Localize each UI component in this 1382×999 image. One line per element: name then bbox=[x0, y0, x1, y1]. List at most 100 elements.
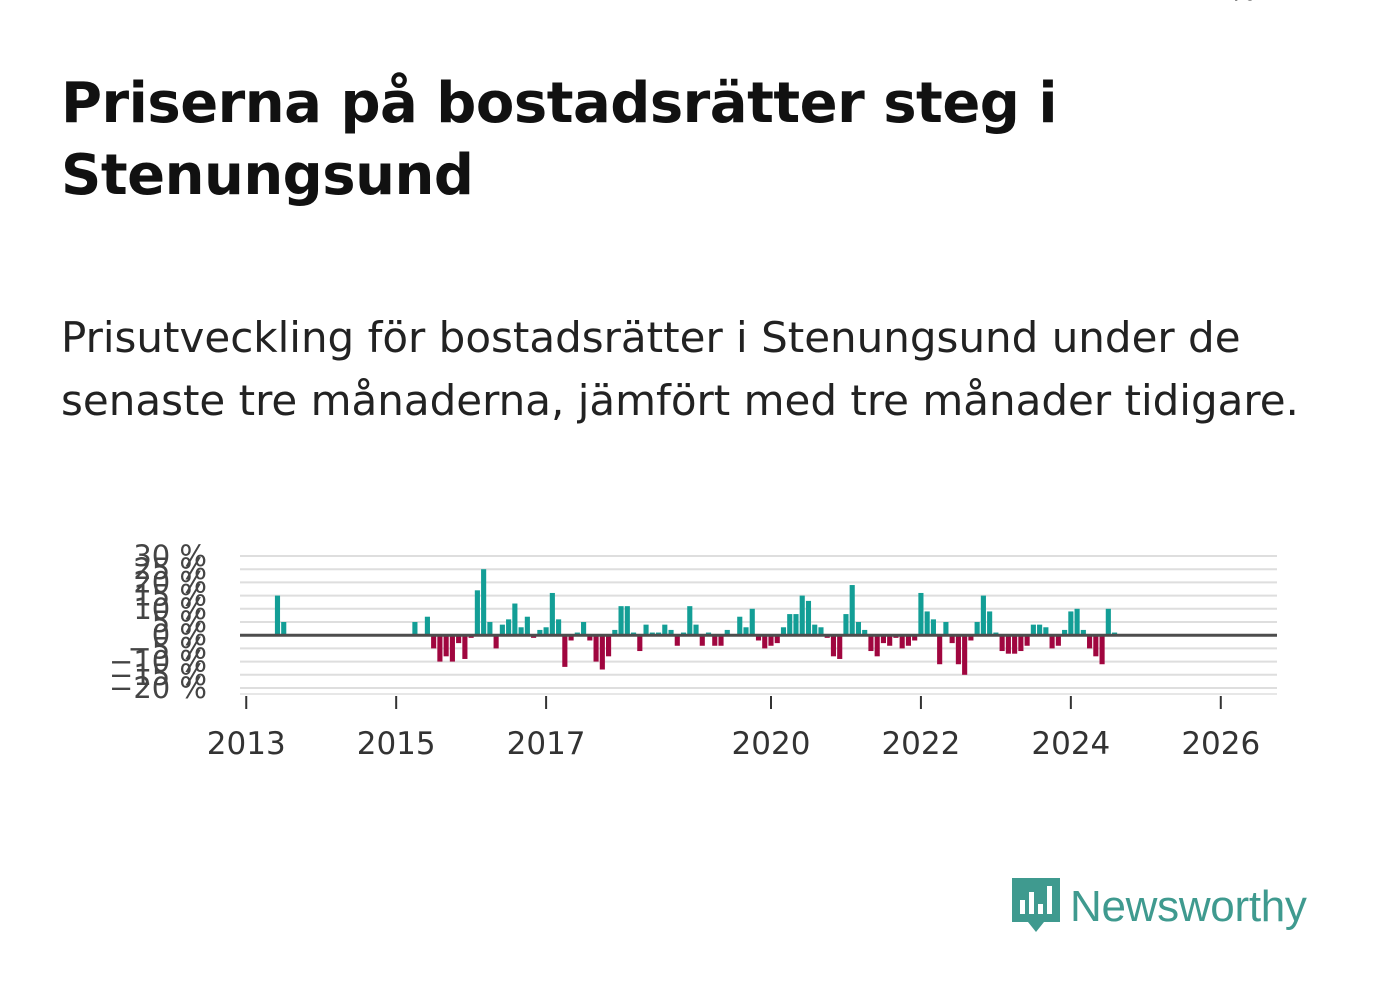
x-tick-label: 2013 bbox=[207, 726, 286, 762]
x-axis: 2013 2015 2017 2020 2022 2024 2026 bbox=[207, 693, 1277, 762]
bar bbox=[793, 614, 799, 636]
bar bbox=[1012, 635, 1018, 654]
bar bbox=[1062, 629, 1068, 636]
bar bbox=[618, 606, 624, 636]
brand-name: Newsworthy bbox=[1070, 882, 1307, 931]
bar bbox=[812, 624, 818, 636]
bar bbox=[668, 629, 674, 636]
bar bbox=[1037, 624, 1043, 636]
bar bbox=[699, 635, 705, 646]
bar bbox=[599, 635, 605, 670]
y-tick-label: 20 % bbox=[133, 565, 207, 599]
bar bbox=[1068, 611, 1074, 636]
bar bbox=[1087, 635, 1093, 649]
bar bbox=[512, 603, 518, 636]
bar bbox=[768, 635, 774, 646]
x-tick-label: 2022 bbox=[881, 726, 960, 762]
bar bbox=[855, 622, 862, 636]
bar bbox=[987, 611, 993, 636]
x-tick-label: 2015 bbox=[357, 726, 436, 762]
x-tick-label: 2020 bbox=[732, 726, 811, 762]
bar bbox=[606, 635, 612, 657]
bar bbox=[712, 635, 718, 646]
bar bbox=[693, 624, 699, 636]
bar-series bbox=[274, 569, 1118, 675]
bar bbox=[456, 635, 462, 644]
bar bbox=[962, 635, 968, 675]
bar bbox=[499, 624, 505, 636]
bar bbox=[880, 635, 887, 644]
bar bbox=[980, 595, 986, 636]
bar bbox=[724, 629, 730, 636]
bar bbox=[899, 635, 905, 649]
bar bbox=[487, 622, 493, 636]
bar bbox=[830, 635, 837, 657]
newsworthy-bar-chart-icon bbox=[1012, 878, 1060, 932]
x-tick-label: 2024 bbox=[1031, 726, 1110, 762]
y-tick-label: 15 % bbox=[133, 579, 207, 613]
y-tick-label: 5 % bbox=[152, 605, 207, 639]
bar bbox=[549, 592, 555, 636]
y-axis: −20 %−15 %−10 %−5 %0 %5 %10 %15 %20 %25 … bbox=[109, 539, 207, 705]
bar bbox=[1024, 635, 1030, 646]
bar bbox=[1018, 635, 1024, 652]
bar bbox=[999, 635, 1005, 652]
bar bbox=[1055, 635, 1061, 646]
y-tick-label: 30 % bbox=[133, 539, 207, 573]
bar bbox=[462, 635, 468, 659]
bar bbox=[593, 635, 599, 662]
bar bbox=[887, 635, 893, 646]
bar bbox=[974, 622, 980, 636]
bar bbox=[774, 635, 780, 644]
x-tick-label: 2017 bbox=[507, 726, 586, 762]
bar bbox=[1105, 608, 1111, 636]
bar bbox=[518, 627, 524, 636]
bar bbox=[431, 635, 437, 649]
bar bbox=[818, 627, 824, 636]
bar bbox=[837, 635, 843, 659]
chart-title: Priserna på bostadsrätter steg i Stenung… bbox=[61, 71, 1058, 208]
bar bbox=[556, 619, 562, 636]
bar bbox=[924, 611, 930, 636]
bar bbox=[474, 590, 480, 636]
bar bbox=[930, 619, 936, 636]
y-tick-label: 25 % bbox=[133, 552, 207, 586]
newsworthy-logo[interactable]: Newsworthy bbox=[1010, 876, 1307, 938]
bar bbox=[281, 622, 287, 636]
bar bbox=[912, 635, 918, 641]
bar bbox=[868, 635, 874, 652]
bar bbox=[612, 629, 618, 636]
chart-subtitle: Prisutveckling för bostadsrätter i Stenu… bbox=[61, 313, 1299, 425]
bar bbox=[1043, 627, 1049, 636]
x-tick-label: 2026 bbox=[1181, 726, 1260, 762]
bar bbox=[412, 622, 418, 636]
bar bbox=[1099, 635, 1105, 665]
y-tick-label: 10 % bbox=[133, 592, 207, 626]
bar bbox=[787, 614, 793, 636]
bar bbox=[1030, 624, 1036, 636]
y-tick-label: −20 % bbox=[109, 671, 207, 705]
bar bbox=[1093, 635, 1099, 657]
bar bbox=[968, 635, 974, 641]
bar bbox=[743, 627, 749, 636]
bar bbox=[274, 595, 281, 636]
bar bbox=[662, 624, 668, 636]
bar bbox=[762, 635, 768, 649]
bar bbox=[568, 635, 574, 641]
bar bbox=[1074, 608, 1080, 636]
bar bbox=[674, 635, 680, 646]
bar bbox=[949, 635, 955, 644]
bar bbox=[905, 635, 911, 646]
bar bbox=[493, 635, 499, 649]
bar bbox=[524, 616, 530, 636]
y-tick-label: 0 % bbox=[152, 618, 207, 652]
bar bbox=[1005, 635, 1011, 654]
bar bbox=[543, 627, 549, 636]
bar bbox=[1049, 635, 1055, 649]
grid-lines bbox=[240, 555, 1277, 689]
bar bbox=[780, 627, 787, 636]
bar bbox=[755, 635, 762, 641]
bar bbox=[437, 635, 443, 662]
bar bbox=[918, 592, 924, 636]
